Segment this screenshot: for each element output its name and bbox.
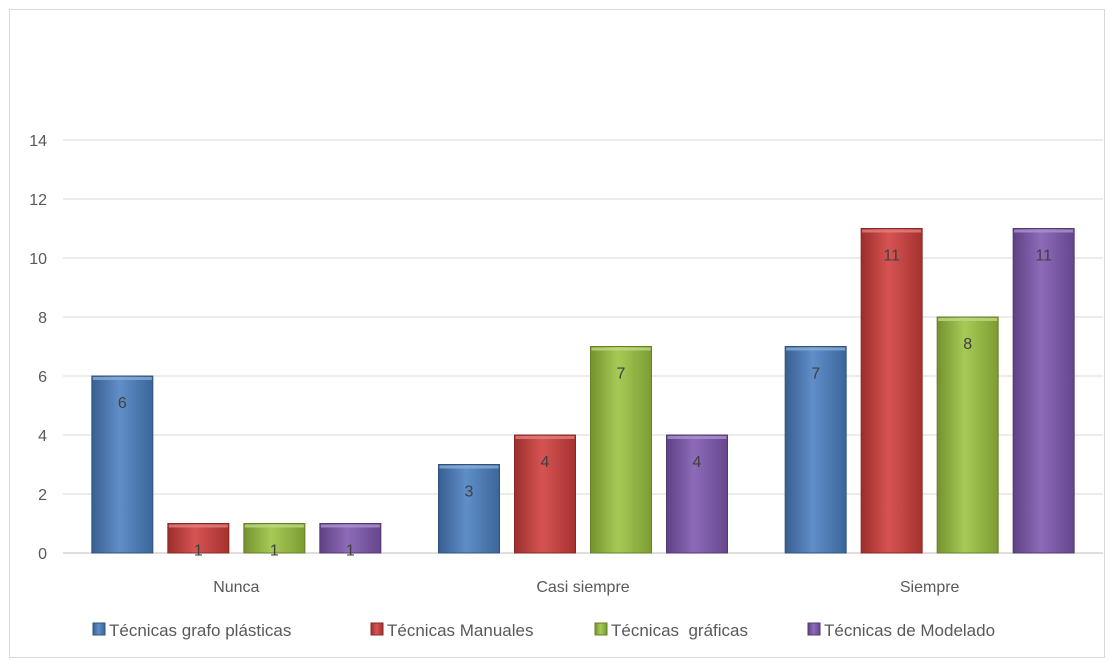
data-label: 7: [811, 366, 820, 383]
bar-2-0: [784, 346, 847, 554]
bar-2-3: [1012, 228, 1075, 554]
bar-highlight: [667, 436, 727, 439]
category-label: Casi siempre: [536, 579, 629, 596]
bar-highlight: [439, 465, 499, 469]
bar-2-2: [936, 316, 999, 554]
legend-label: Técnicas de Modelado: [824, 621, 995, 640]
y-tick-label: 12: [29, 192, 47, 209]
y-tick-label: 0: [38, 546, 47, 563]
bar-1-2: [590, 346, 652, 554]
y-tick-label: 10: [29, 251, 47, 268]
data-label: 7: [617, 366, 626, 383]
bar-2-1: [860, 228, 923, 554]
bar-1-3: [666, 434, 728, 554]
category-label: Nunca: [213, 579, 259, 596]
bar-highlight: [168, 524, 228, 528]
legend-swatch: [370, 622, 384, 636]
bar-highlight: [92, 377, 152, 380]
data-label: 11: [1035, 248, 1052, 265]
y-tick-label: 4: [38, 428, 47, 445]
category-label: Siempre: [900, 579, 960, 596]
data-label: 1: [270, 543, 279, 560]
bar-highlight: [244, 524, 304, 528]
bar-highlight: [515, 436, 575, 439]
y-tick-label: 2: [38, 487, 47, 504]
bar-1-1: [514, 434, 576, 554]
bar-highlight: [320, 524, 380, 528]
legend-swatch: [807, 622, 821, 636]
bar-0-3: [319, 523, 382, 554]
bar-0-2: [243, 523, 306, 554]
data-label: 4: [693, 454, 702, 471]
y-tick-label: 14: [29, 133, 47, 150]
legend-swatch: [92, 622, 106, 636]
y-tick-label: 8: [38, 310, 47, 327]
data-label: 1: [346, 543, 355, 560]
bar-highlight: [862, 229, 922, 233]
bar-highlight: [1014, 229, 1074, 233]
bar-1-0: [438, 464, 500, 554]
x-axis-categories: Nunca Casi siempre Siempre: [213, 579, 959, 596]
data-label: 4: [541, 454, 550, 471]
bar-highlight: [591, 347, 651, 351]
legend: Técnicas grafo plásticas Técnicas Manuale…: [92, 621, 995, 640]
y-tick-label: 6: [38, 369, 47, 386]
legend-label: Técnicas grafo plásticas: [109, 621, 291, 640]
data-label: 8: [963, 336, 972, 353]
bar-0-0: [91, 375, 154, 554]
legend-label: Técnicas Manuales: [387, 621, 533, 640]
data-label: 6: [118, 395, 127, 412]
bar-0-1: [167, 523, 230, 554]
gridlines: [63, 139, 1103, 554]
bar-highlight: [938, 318, 998, 321]
bar-highlight: [786, 347, 846, 351]
data-label: 3: [465, 484, 474, 501]
data-label: 11: [883, 248, 900, 265]
bars: [91, 228, 1075, 554]
legend-label: Técnicas gráficas: [611, 621, 748, 640]
y-axis-ticks: 0 2 4 6 8 10 12 14: [29, 133, 47, 563]
data-label: 1: [194, 543, 203, 560]
legend-swatch: [594, 622, 608, 636]
